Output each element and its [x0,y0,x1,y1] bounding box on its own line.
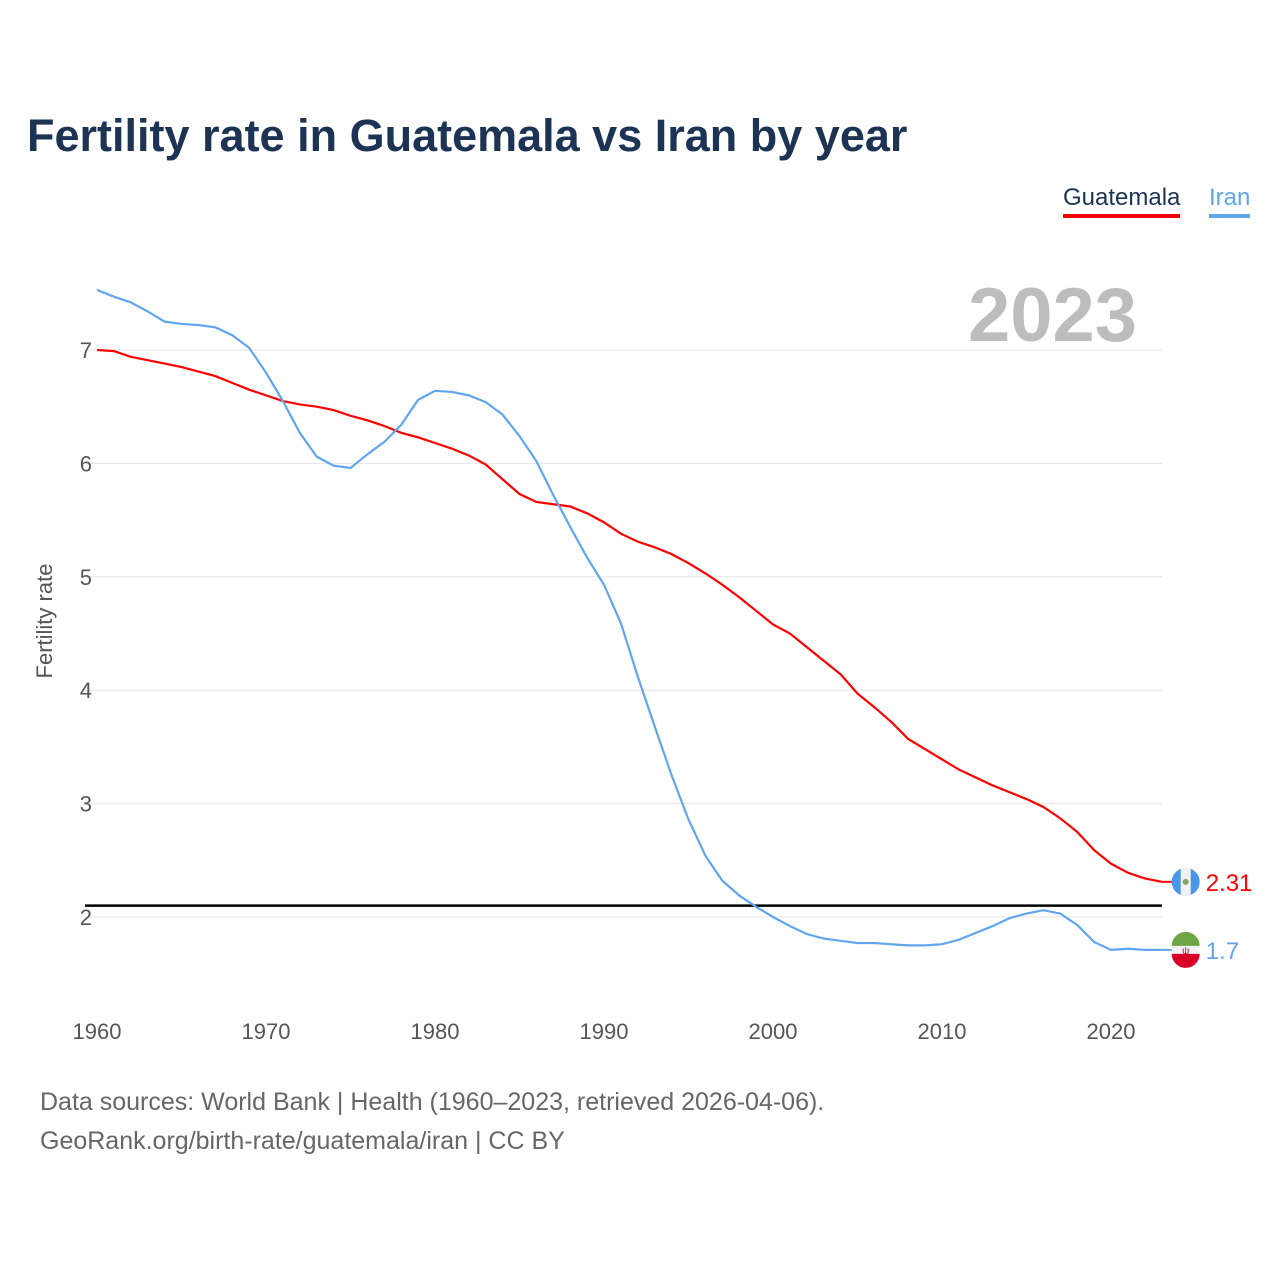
y-tick-label: 2 [80,905,92,930]
x-tick-label: 1980 [411,1019,460,1044]
y-tick-label: 7 [80,338,92,363]
y-tick-label: 3 [80,792,92,817]
source-url[interactable]: GeoRank.org/birth-rate/guatemala/iran | … [40,1127,565,1155]
end-value-label: 2.31 [1206,870,1253,897]
x-tick-label: 1990 [580,1019,629,1044]
x-tick-label: 2000 [749,1019,798,1044]
series-line-guatemala [96,348,1162,883]
y-tick-label: 6 [80,451,92,476]
iran-flag-icon: ψ [1182,946,1189,957]
iran-flag-icon [1171,931,1200,946]
x-tick-label: 1960 [73,1019,122,1044]
x-tick-label: 1970 [242,1019,291,1044]
guatemala-flag-icon [1182,878,1189,885]
source-text: Data sources: World Bank | Health (1960–… [40,1088,825,1116]
y-tick-label: 5 [80,565,92,590]
iran-flag-icon [1171,953,1200,968]
x-tick-label: 2010 [918,1019,967,1044]
legend-guatemala[interactable]: Guatemala [1063,184,1181,218]
end-value-label: 1.7 [1206,938,1239,965]
current-year-label: 2023 [968,273,1138,358]
series-line-iran [96,288,1162,952]
y-tick-label: 4 [80,678,92,703]
legend-iran[interactable]: Iran [1209,184,1251,218]
x-tick-label: 2020 [1087,1019,1136,1044]
chart-title: Fertility rate in Guatemala vs Iran by y… [27,110,908,161]
